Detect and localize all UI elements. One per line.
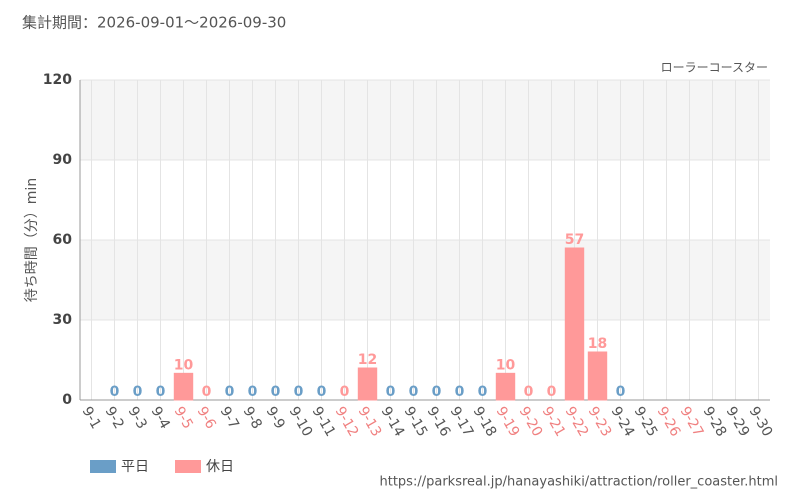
y-tick-label: 120	[43, 72, 72, 88]
x-tick-label: 9-23	[585, 404, 615, 440]
x-tick-label: 9-2	[102, 404, 127, 432]
y-tick-label: 90	[53, 152, 73, 168]
data-label: 0	[478, 384, 488, 400]
data-label: 0	[225, 384, 235, 400]
data-label: 0	[156, 384, 166, 400]
x-tick-label: 9-16	[424, 404, 454, 440]
data-label: 0	[386, 384, 396, 400]
data-label: 0	[409, 384, 419, 400]
data-label: 12	[358, 352, 377, 368]
x-tick-label: 9-17	[447, 404, 477, 440]
x-tick-label: 9-25	[631, 404, 661, 440]
data-label: 0	[524, 384, 534, 400]
plot-band	[80, 240, 770, 320]
data-label: 0	[317, 384, 327, 400]
x-tick-label: 9-19	[493, 404, 523, 440]
x-tick-label: 9-20	[516, 404, 546, 440]
data-label: 0	[455, 384, 465, 400]
data-label: 0	[248, 384, 258, 400]
data-label: 0	[271, 384, 281, 400]
x-tick-label: 9-4	[148, 404, 173, 432]
plot-band	[80, 80, 770, 160]
data-label: 0	[547, 384, 557, 400]
chart-title: 集計期間：2026-09-01～2026-09-30	[22, 14, 286, 32]
legend-swatch	[90, 460, 116, 473]
y-axis-label: 待ち時間（分）min	[24, 178, 40, 302]
x-tick-label: 9-12	[332, 404, 362, 440]
x-tick-label: 9-7	[217, 404, 242, 432]
x-tick-label: 9-29	[723, 404, 753, 440]
bar	[587, 351, 608, 401]
y-tick-label: 60	[53, 232, 73, 248]
x-tick-label: 9-1	[79, 404, 104, 432]
series-label: ローラーコースター	[661, 61, 768, 75]
data-label: 0	[110, 384, 120, 400]
x-tick-label: 9-28	[700, 404, 730, 440]
data-label: 10	[174, 357, 194, 373]
x-tick-label: 9-21	[539, 404, 569, 440]
x-tick-label: 9-13	[355, 404, 385, 440]
legend-label: 平日	[121, 459, 149, 475]
data-label: 0	[202, 384, 212, 400]
bar	[564, 247, 585, 401]
data-label: 0	[432, 384, 442, 400]
x-tick-label: 9-8	[240, 404, 265, 432]
bar	[173, 372, 194, 401]
data-label: 0	[616, 384, 626, 400]
data-label: 18	[588, 336, 607, 352]
data-label: 0	[294, 384, 304, 400]
data-label: 10	[496, 357, 516, 373]
x-tick-label: 9-11	[309, 404, 339, 440]
x-tick-label: 9-18	[470, 404, 500, 440]
y-tick-label: 30	[53, 312, 73, 328]
x-tick-label: 9-10	[286, 404, 316, 440]
x-tick-label: 9-22	[562, 404, 592, 440]
bar	[357, 367, 378, 401]
x-tick-label: 9-9	[263, 404, 288, 432]
x-tick-label: 9-30	[746, 404, 776, 440]
x-tick-label: 9-15	[401, 404, 431, 440]
data-label: 0	[340, 384, 350, 400]
bar	[495, 372, 516, 401]
x-tick-label: 9-3	[125, 404, 150, 432]
x-tick-label: 9-26	[654, 404, 684, 440]
legend-label: 休日	[206, 459, 234, 475]
x-tick-label: 9-6	[194, 404, 219, 432]
x-tick-label: 9-27	[677, 404, 707, 440]
source: https://parksreal.jp/hanayashiki/attract…	[380, 475, 779, 490]
x-tick-label: 9-5	[171, 404, 196, 432]
x-tick-label: 9-24	[608, 404, 638, 440]
legend-swatch	[175, 460, 201, 473]
y-tick-label: 0	[62, 392, 72, 408]
data-label: 57	[565, 232, 584, 248]
x-tick-label: 9-14	[378, 404, 408, 440]
data-label: 0	[133, 384, 143, 400]
